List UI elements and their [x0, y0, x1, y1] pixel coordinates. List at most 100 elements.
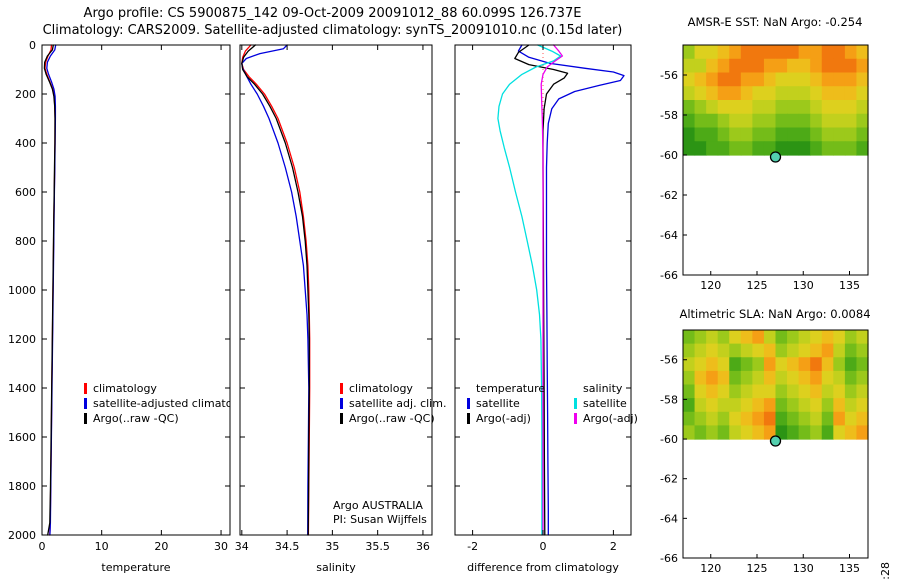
heatmap-cell	[683, 398, 696, 413]
heatmap-cell	[798, 113, 811, 129]
legend-label: climatology	[93, 382, 157, 395]
heatmap-cell	[763, 370, 777, 386]
heatmap-cell	[752, 58, 765, 74]
heatmap-cell	[844, 343, 858, 358]
heatmap-cell	[821, 113, 834, 129]
heatmap-cell	[694, 45, 707, 60]
heatmap-cell	[717, 141, 730, 156]
profile-line-salinity-satellite	[497, 44, 562, 536]
heatmap-cell	[706, 411, 719, 427]
heatmap-cell	[717, 127, 730, 142]
heatmap-cell	[694, 72, 707, 87]
heatmap-cell	[694, 357, 707, 372]
heatmap-cell	[798, 100, 811, 115]
heatmap-cell	[729, 384, 742, 399]
heatmap-cell	[821, 343, 834, 358]
heatmap-cell	[833, 411, 846, 427]
legend-label: satellite	[583, 397, 627, 410]
temp-argo-line-swatch	[467, 413, 470, 424]
heatmap-cell	[729, 58, 742, 74]
heatmap-cell	[798, 370, 811, 386]
argo-position-marker	[769, 151, 782, 163]
tick-label: 135	[839, 562, 860, 575]
heatmap-cell	[775, 100, 788, 115]
heatmap-cell	[821, 58, 834, 74]
heatmap-cell	[717, 45, 730, 60]
heatmap-cell	[683, 127, 696, 142]
satellite-adjusted-line-swatch	[340, 398, 343, 409]
heatmap-cell	[775, 113, 788, 129]
heatmap-cell	[856, 357, 869, 372]
heatmap-cell	[763, 357, 777, 372]
heatmap-cell	[683, 384, 696, 399]
heatmap-cell	[833, 357, 846, 372]
heatmap-cell	[775, 58, 788, 74]
figure-title: Argo profile: CS 5900875_142 09-Oct-2009…	[83, 6, 582, 21]
salinity-panel-legend: climatology satellite adj. clim. Argo(..…	[340, 381, 446, 426]
heatmap-cell	[729, 398, 742, 413]
heatmap-cell	[775, 330, 788, 345]
heatmap-cell	[763, 398, 777, 413]
tick-label: 200	[15, 88, 36, 101]
heatmap-cell	[763, 127, 777, 142]
heatmap-cell	[683, 411, 696, 427]
heatmap-cell	[775, 398, 788, 413]
heatmap-cell	[787, 127, 800, 142]
heatmap-cell	[810, 425, 823, 440]
heatmap-cell	[752, 141, 765, 156]
heatmap-cell	[787, 141, 800, 156]
heatmap-cell	[683, 100, 696, 115]
heatmap-cell	[821, 398, 834, 413]
diff-temperature-legend: temperature satellite Argo(-adj)	[467, 381, 545, 426]
legend-label: Argo(-adj)	[476, 412, 531, 425]
heatmap-cell	[752, 357, 765, 372]
tick-label: 125	[747, 562, 768, 575]
heatmap-cell	[810, 86, 823, 101]
heatmap-cell	[844, 72, 858, 87]
heatmap-cell	[833, 86, 846, 101]
legend-label: satellite adj. clim.	[349, 397, 447, 410]
heatmap-cell	[810, 330, 823, 345]
heatmap-cell	[810, 370, 823, 386]
temperature-axis-label: temperature	[101, 561, 171, 574]
legend-item-argo: Argo(..raw -QC)	[340, 411, 446, 426]
tick-label: -62	[660, 189, 678, 202]
heatmap-cell	[717, 370, 730, 386]
heatmap-cell	[729, 72, 742, 87]
tick-label: -60	[660, 433, 678, 446]
heatmap-cell	[694, 113, 707, 129]
heatmap-cell	[717, 425, 730, 440]
legend-item-climatology: climatology	[84, 381, 230, 396]
heatmap-cell	[833, 384, 846, 399]
heatmap-cell	[844, 330, 858, 345]
legend-item-satellite-adjusted: satellite adj. clim.	[340, 396, 446, 411]
heatmap-cell	[821, 384, 834, 399]
heatmap-cell	[694, 343, 707, 358]
tick-label: 130	[793, 279, 814, 292]
difference-axis-label: difference from climatology	[467, 561, 619, 574]
heatmap-cell	[787, 398, 800, 413]
tick-label: 35.5	[365, 540, 390, 553]
heatmap-cell	[752, 113, 765, 129]
heatmap-cell	[706, 45, 719, 60]
tick-label: 2000	[8, 529, 36, 542]
heatmap-cell	[683, 425, 696, 440]
heatmap-cell	[729, 425, 742, 440]
heatmap-cell	[740, 127, 753, 142]
heatmap-cell	[717, 72, 730, 87]
tick-label: 800	[15, 235, 36, 248]
heatmap-cell	[752, 370, 765, 386]
heatmap-cell	[717, 398, 730, 413]
heatmap-cell	[810, 113, 823, 129]
heatmap-cell	[844, 425, 858, 440]
heatmap-cell	[798, 384, 811, 399]
heatmap-cell	[706, 141, 719, 156]
heatmap-cell	[844, 398, 858, 413]
legend-item-sal-satellite: satellite	[574, 396, 638, 411]
heatmap-cell	[706, 425, 719, 440]
heatmap-cell	[856, 58, 869, 74]
heatmap-cell	[706, 370, 719, 386]
heatmap-cell	[763, 72, 777, 87]
heatmap-cell	[787, 45, 800, 60]
